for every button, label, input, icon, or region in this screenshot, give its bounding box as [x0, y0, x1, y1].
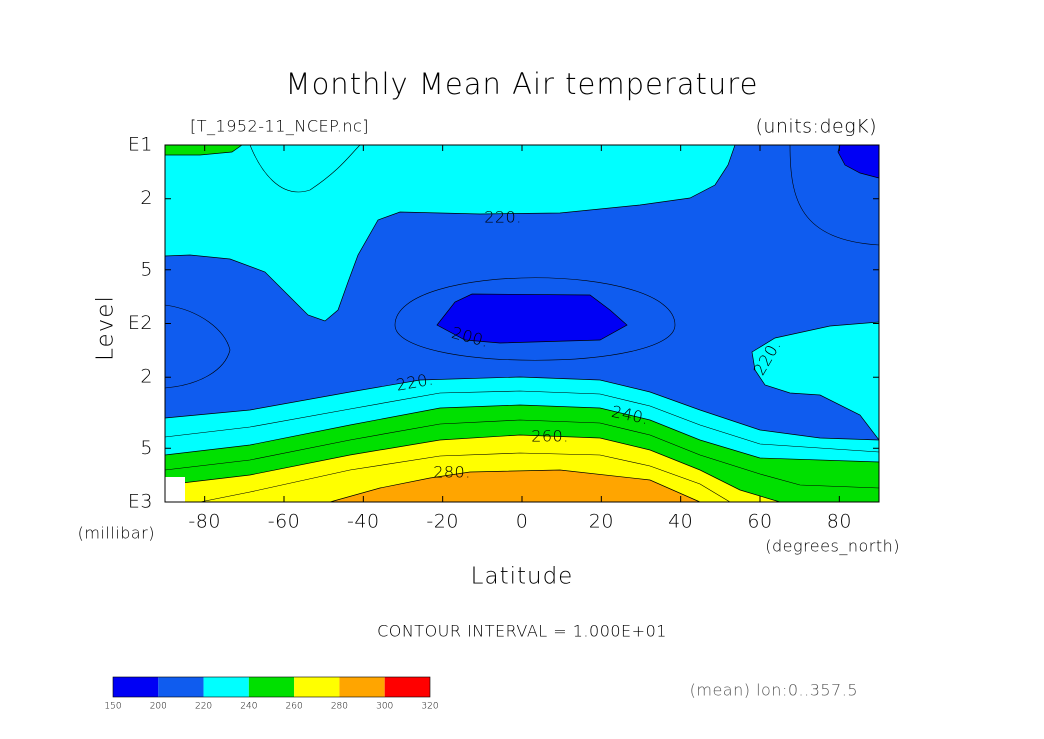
colorbar-swatch [113, 677, 159, 697]
colorbar-swatch [339, 677, 385, 697]
contour-line [164, 304, 231, 389]
x-units: (degrees_north) [765, 537, 900, 556]
x-tick-label: -80 [188, 511, 221, 533]
colorbar-swatch [248, 677, 295, 697]
contour-region [329, 469, 701, 503]
colorbar-label: 240 [240, 702, 257, 712]
y-tick-label: E1 [128, 134, 153, 156]
contour-fills [164, 144, 880, 503]
colorbar-label: 200 [150, 702, 167, 712]
y-tick-label: 2 [140, 366, 153, 388]
y-tick-label: 5 [140, 258, 153, 280]
colorbar-label: 220 [195, 702, 212, 712]
x-tick-label: 40 [668, 511, 693, 533]
colorbar-label: 320 [421, 702, 438, 712]
contour-label: 260. [531, 427, 569, 446]
y-units: (millibar) [78, 524, 155, 543]
colorbar-swatch [203, 677, 249, 697]
contour-line [789, 144, 880, 246]
y-tick-label: E2 [128, 312, 153, 334]
x-tick-label: -20 [426, 511, 459, 533]
contour-line [199, 452, 731, 503]
y-tick-label: E3 [128, 491, 153, 513]
y-tick-label: 5 [140, 437, 153, 459]
colorbar-swatch [384, 677, 430, 697]
y-axis-title: Level [93, 295, 119, 361]
chart-title: Monthly Mean Air temperature [286, 67, 759, 101]
units-label: (units:degK) [755, 116, 877, 138]
y-tick-label: 2 [140, 187, 153, 209]
contour-note: CONTOUR INTERVAL = 1.000E+01 [377, 622, 667, 641]
colorbar-label: 260 [286, 702, 303, 712]
x-tick-label: 60 [747, 511, 772, 533]
contour-line [394, 277, 676, 361]
x-tick-label: -60 [268, 511, 301, 533]
x-tick-label: 80 [827, 511, 852, 533]
contour-label: 220. [484, 208, 522, 227]
contour-region [164, 144, 736, 322]
footnote: (mean) lon:0..357.5 [690, 681, 858, 700]
x-tick-label: -40 [347, 511, 380, 533]
colorbar-label: 300 [376, 702, 393, 712]
x-tick-label: 20 [589, 511, 614, 533]
colorbar-label: 150 [104, 702, 121, 712]
contour-line [249, 144, 361, 193]
colorbar-frame [112, 676, 431, 698]
contour-region [751, 321, 880, 442]
x-axis-title: Latitude [471, 564, 574, 590]
contour-region [436, 293, 628, 344]
subtitle: [T_1952-11_NCEP.nc] [190, 117, 369, 136]
contour-line [164, 419, 880, 489]
contour-line [164, 390, 880, 453]
missing-data [165, 477, 185, 502]
colorbar-label: 280 [331, 702, 348, 712]
colorbar-swatch [294, 677, 340, 697]
x-tick-label: 0 [516, 511, 529, 533]
contour-label: 280. [433, 463, 471, 482]
colorbar-swatch [158, 677, 204, 697]
